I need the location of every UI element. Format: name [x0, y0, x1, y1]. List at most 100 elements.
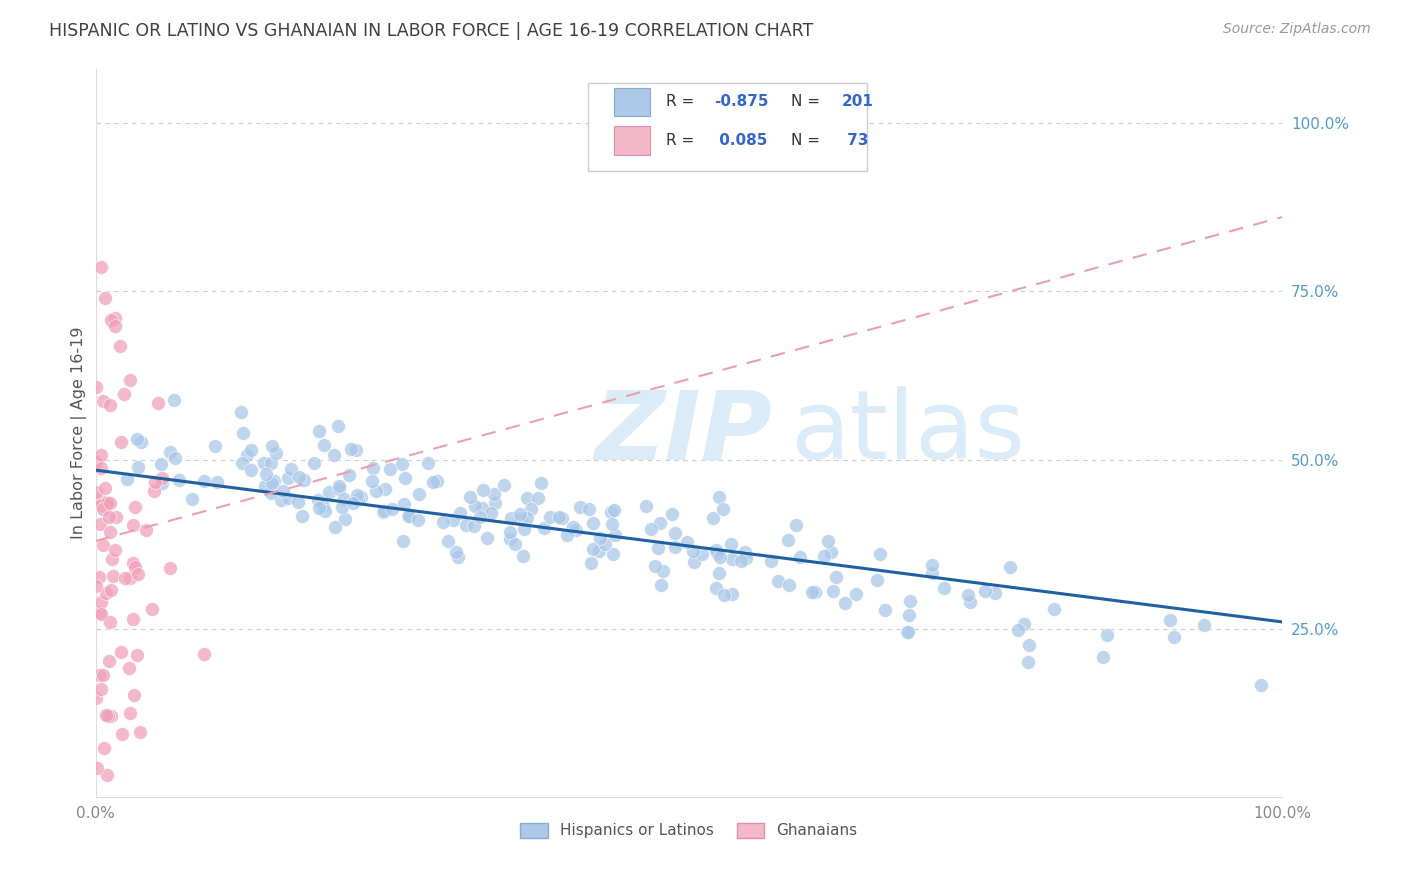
Point [530, 475, 553, 490]
Point [96, 707, 118, 722]
Point [492, 478, 515, 492]
Point [98, 496, 121, 510]
Point [312, 499, 335, 513]
Point [346, 491, 368, 506]
Point [322, 448, 344, 462]
Point [260, 486, 283, 500]
Text: N =: N = [792, 133, 825, 148]
Point [118, 571, 141, 585]
Text: N =: N = [792, 95, 825, 109]
Point [555, 528, 578, 542]
Point [264, 446, 287, 460]
Point [644, 558, 666, 573]
Point [984, 586, 1007, 600]
Point [720, 537, 742, 551]
Point [87, 491, 110, 506]
Point [91, 538, 114, 552]
Point [512, 549, 534, 564]
Point [240, 442, 263, 457]
Point [292, 473, 315, 487]
Point [921, 558, 943, 572]
Point [785, 518, 807, 533]
Point [91, 393, 114, 408]
Point [270, 493, 292, 508]
Point [115, 472, 138, 486]
Point [634, 499, 657, 513]
Point [896, 625, 918, 640]
Text: Source: ZipAtlas.com: Source: ZipAtlas.com [1223, 22, 1371, 37]
Point [650, 578, 672, 592]
Point [959, 595, 981, 609]
Point [314, 503, 336, 517]
Point [86, 761, 108, 775]
Point [93, 481, 115, 495]
Point [98, 524, 121, 539]
Point [260, 456, 283, 470]
Point [91, 668, 114, 682]
Point [333, 511, 356, 525]
Point [1250, 678, 1272, 692]
Point [90, 260, 112, 274]
Point [86, 579, 108, 593]
Point [463, 519, 485, 533]
Point [834, 596, 856, 610]
Point [142, 484, 165, 499]
Point [276, 471, 298, 485]
Point [143, 475, 166, 490]
Point [84, 691, 107, 706]
Point [128, 724, 150, 739]
Point [484, 496, 506, 510]
Point [973, 584, 995, 599]
Point [100, 582, 122, 597]
Point [121, 517, 143, 532]
Point [682, 555, 704, 569]
Point [998, 560, 1021, 574]
Point [898, 607, 921, 622]
Point [100, 709, 122, 723]
Point [159, 445, 181, 459]
Point [96, 496, 118, 510]
Point [471, 501, 494, 516]
Point [527, 491, 550, 505]
Point [97, 510, 120, 524]
Point [510, 512, 533, 526]
Point [498, 533, 520, 547]
Point [193, 474, 215, 488]
Point [866, 573, 889, 587]
Point [90, 681, 112, 696]
Point [813, 549, 835, 563]
Point [163, 392, 186, 407]
Point [110, 434, 132, 449]
Point [588, 544, 610, 558]
Point [361, 475, 384, 489]
Point [464, 500, 486, 514]
Point [312, 438, 335, 452]
Point [104, 311, 127, 326]
Point [479, 506, 502, 520]
Point [104, 543, 127, 558]
Point [98, 615, 121, 629]
Point [709, 566, 731, 580]
Point [122, 688, 145, 702]
Point [350, 490, 373, 504]
FancyBboxPatch shape [614, 127, 650, 155]
Point [181, 491, 204, 506]
Point [344, 442, 367, 457]
Point [131, 434, 153, 449]
Point [550, 511, 572, 525]
Point [408, 486, 430, 500]
Point [713, 588, 735, 602]
FancyBboxPatch shape [614, 88, 650, 116]
Point [449, 506, 471, 520]
Point [565, 523, 588, 537]
Text: 201: 201 [842, 95, 875, 109]
Point [328, 482, 350, 496]
Point [441, 513, 464, 527]
Point [766, 574, 789, 588]
Text: R =: R = [666, 95, 700, 109]
Point [89, 516, 111, 531]
Point [325, 520, 347, 534]
Point [801, 585, 824, 599]
Point [406, 513, 429, 527]
Point [90, 607, 112, 622]
